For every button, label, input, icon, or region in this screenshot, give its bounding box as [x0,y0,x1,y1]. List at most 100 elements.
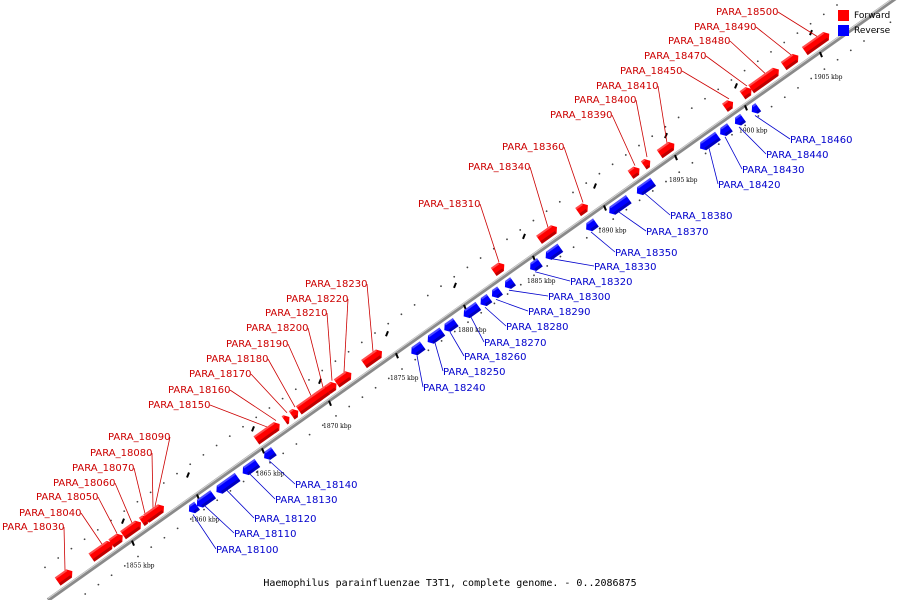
forward-gene-label[interactable]: PARA_18200 [246,323,308,334]
reverse-callout-line [434,342,444,372]
reverse-gene-label[interactable]: PARA_18440 [766,150,828,161]
forward-gene-label[interactable]: PARA_18150 [148,400,210,411]
reverse-gene-label[interactable]: PARA_18120 [254,514,316,525]
forward-gene-label[interactable]: PARA_18230 [305,279,367,290]
reverse-gene-para_18300[interactable] [502,277,516,291]
reverse-gene-para_18130[interactable] [240,458,261,478]
reverse-gene-para_18320[interactable] [527,258,543,273]
forward-gene-label[interactable]: PARA_18050 [36,492,98,503]
reverse-gene-para_18110[interactable] [194,490,217,510]
forward-gene-para_18450[interactable] [722,98,736,112]
forward-gene-label[interactable]: PARA_18070 [72,463,134,474]
forward-gene-para_18410[interactable] [656,140,677,159]
major-tick-lower [819,51,823,58]
forward-gene-para_18230[interactable] [361,347,385,369]
reverse-gene-para_18100[interactable] [186,501,200,516]
reverse-gene-label[interactable]: PARA_18280 [506,322,568,333]
forward-gene-label[interactable]: PARA_18470 [644,51,706,62]
forward-gene-para_18470[interactable] [739,85,755,100]
reverse-gene-label[interactable]: PARA_18420 [718,180,780,191]
forward-gene-label[interactable]: PARA_18500 [716,7,778,18]
reverse-gene-label[interactable]: PARA_18110 [234,529,296,540]
forward-gene-label[interactable]: PARA_18090 [108,432,170,443]
reverse-gene-label[interactable]: PARA_18270 [484,338,546,349]
forward-gene-para_18220[interactable] [333,369,354,388]
reverse-gene-para_18440[interactable] [732,113,746,128]
reverse-gene-label[interactable]: PARA_18260 [464,352,526,363]
forward-gene-label[interactable]: PARA_18480 [668,36,730,47]
forward-gene-para_18390[interactable] [627,164,643,179]
reverse-gene-label[interactable]: PARA_18100 [216,545,278,556]
reverse-gene-para_18380[interactable] [634,177,657,198]
reverse-gene-para_18270[interactable] [461,301,482,321]
forward-gene-para_18200[interactable] [312,384,333,403]
forward-gene-para_18490[interactable] [780,52,801,71]
forward-gene-para_18030[interactable] [54,567,75,586]
reverse-gene-para_18240[interactable] [408,341,426,357]
forward-gene-para_18480[interactable] [748,65,782,94]
forward-gene-para_18040[interactable] [88,539,116,562]
reverse-gene-para_18460[interactable] [749,103,762,116]
reverse-gene-label[interactable]: PARA_18240 [423,383,485,394]
forward-gene-para_18180[interactable] [288,407,301,420]
reverse-gene-para_18420[interactable] [697,131,721,153]
reverse-gene-label[interactable]: PARA_18250 [443,367,505,378]
forward-gene-label[interactable]: PARA_18160 [168,385,230,396]
forward-gene-label[interactable]: PARA_18360 [502,142,564,153]
forward-gene-label[interactable]: PARA_18060 [53,478,115,489]
forward-gene-para_18500[interactable] [801,30,832,56]
minor-tick-dot [731,133,733,136]
reverse-gene-label[interactable]: PARA_18130 [275,495,337,506]
forward-gene-label[interactable]: PARA_18030 [2,522,64,533]
forward-gene-para_18400[interactable] [640,157,653,170]
forward-gene-para_18360[interactable] [575,201,591,217]
reverse-gene-label[interactable]: PARA_18460 [790,135,852,146]
reverse-gene-para_18260[interactable] [441,317,459,334]
forward-gene-label[interactable]: PARA_18080 [90,448,152,459]
reverse-gene-para_18250[interactable] [425,327,446,346]
forward-gene-para_18160[interactable] [269,420,282,434]
reverse-gene-para_18370[interactable] [606,195,632,217]
forward-gene-para_18090[interactable] [143,502,167,523]
forward-gene-label[interactable]: PARA_18490 [694,22,756,33]
reverse-gene-label[interactable]: PARA_18320 [570,277,632,288]
forward-gene-label[interactable]: PARA_18310 [418,199,480,210]
reverse-gene-label[interactable]: PARA_18430 [742,165,804,176]
reverse-gene-label[interactable]: PARA_18350 [615,248,677,259]
reverse-gene-label[interactable]: PARA_18370 [646,227,708,238]
forward-gene-label[interactable]: PARA_18450 [620,66,682,77]
reverse-gene-label[interactable]: PARA_18330 [594,262,656,273]
forward-gene-label[interactable]: PARA_18190 [226,339,288,350]
reverse-gene-label[interactable]: PARA_18290 [528,307,590,318]
minor-tick-dot [427,349,430,352]
reverse-gene-label[interactable]: PARA_18140 [295,480,357,491]
forward-gene-para_18150[interactable] [253,421,281,445]
forward-gene-para_18170[interactable] [281,413,293,425]
reverse-gene-para_18120[interactable] [214,472,241,496]
minor-tick-dot [467,321,469,324]
forward-gene-label[interactable]: PARA_18410 [596,81,658,92]
reverse-gene-para_18330[interactable] [543,243,564,263]
forward-gene-label[interactable]: PARA_18040 [19,508,81,519]
reverse-gene-para_18140[interactable] [261,447,277,462]
forward-gene-para_18060[interactable] [120,518,144,540]
forward-gene-para_18210[interactable] [324,380,340,395]
forward-gene-label[interactable]: PARA_18390 [550,110,612,121]
major-tick-lower [674,154,678,161]
gene-body [748,67,779,94]
forward-gene-label[interactable]: PARA_18210 [265,308,327,319]
forward-gene-para_18310[interactable] [490,260,507,277]
forward-gene-para_18340[interactable] [536,223,560,244]
reverse-gene-label[interactable]: PARA_18300 [548,292,610,303]
forward-gene-label[interactable]: PARA_18340 [468,162,530,173]
forward-gene-label[interactable]: PARA_18180 [206,354,268,365]
reverse-gene-para_18280[interactable] [478,293,493,309]
forward-gene-label[interactable]: PARA_18400 [574,95,636,106]
reverse-gene-para_18350[interactable] [583,218,599,233]
forward-gene-label[interactable]: PARA_18220 [286,294,348,305]
reverse-gene-para_18290[interactable] [489,286,503,300]
reverse-gene-label[interactable]: PARA_18380 [670,211,732,222]
forward-gene-label[interactable]: PARA_18170 [189,369,251,380]
forward-gene-para_18050[interactable] [108,531,125,548]
reverse-gene-para_18430[interactable] [717,123,733,138]
